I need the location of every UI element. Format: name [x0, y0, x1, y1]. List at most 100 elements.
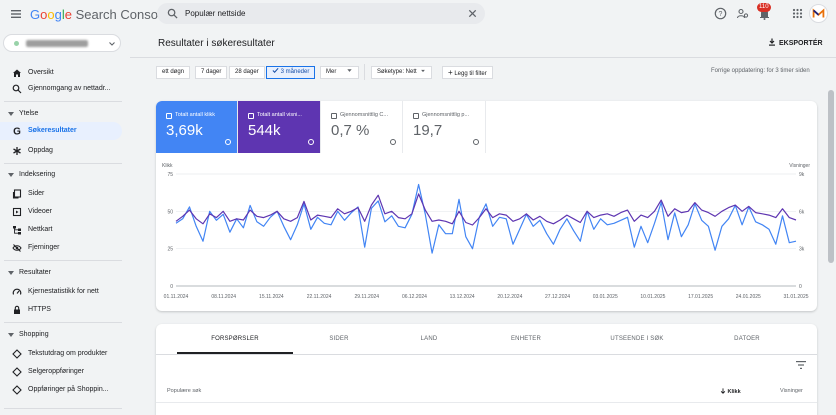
y-right-tick-label: 6k: [799, 209, 805, 215]
results-table-card: FORSPØRSLER SIDER LAND ENHETER UTSEENDE …: [156, 324, 817, 415]
x-tick-label: 24.01.2025: [736, 294, 761, 300]
property-favicon: [14, 41, 19, 46]
diamond-icon: [12, 349, 22, 359]
chip-separator: [364, 64, 365, 80]
column-header-clicks[interactable]: Klikk: [720, 388, 741, 395]
tab-devices[interactable]: ENHETER: [510, 336, 542, 342]
search-console-logo[interactable]: Google Search Console: [30, 7, 169, 22]
download-icon: [769, 38, 775, 46]
x-tick-label: 13.12.2024: [450, 294, 475, 300]
tab-countries[interactable]: LAND: [420, 336, 438, 342]
sidebar-item-product-snippets[interactable]: Tekstutdrag om produkter: [0, 345, 122, 363]
header-divider: [130, 57, 836, 58]
sidebar-section-shopping[interactable]: Shopping: [0, 328, 122, 342]
date-chip-more[interactable]: Mer: [320, 66, 360, 79]
date-chip-7d[interactable]: 7 dager: [195, 66, 228, 79]
sidebar-divider: [4, 163, 122, 164]
performance-card: Totalt antall klikk 3,69k Totalt antall …: [156, 101, 817, 311]
column-header-top-queries: Populære søk: [167, 388, 202, 394]
sidebar-item-videoer[interactable]: Videoer: [0, 203, 122, 221]
x-tick-label: 10.01.2025: [640, 294, 665, 300]
sidebar-item-nettkart[interactable]: Nettkart: [0, 221, 122, 239]
x-tick-label: 01.11.2024: [164, 294, 189, 300]
date-chip-28d[interactable]: 28 dager: [229, 66, 265, 79]
metric-card-impressions[interactable]: Totalt antall visni... 544k: [238, 101, 321, 153]
x-tick-label: 20.12.2024: [497, 294, 522, 300]
x-tick-label: 31.01.2025: [783, 294, 808, 300]
sidebar-item-shopping-listings[interactable]: Oppføringer på Shoppin...: [0, 381, 122, 399]
date-chip-3m[interactable]: 3 måneder: [266, 66, 316, 79]
asterisk-icon: [13, 147, 21, 155]
help-icon[interactable]: ?: [714, 7, 727, 20]
hamburger-menu-icon[interactable]: [10, 8, 22, 20]
pages-icon: [12, 189, 22, 199]
date-chip-24h[interactable]: ett døgn: [156, 66, 191, 79]
column-header-impressions[interactable]: Visninger: [780, 388, 803, 394]
checkbox-unchecked-icon: [331, 113, 337, 119]
sidebar-item-oversikt[interactable]: Oversikt: [0, 64, 122, 82]
notification-count-badge: 110: [757, 3, 771, 12]
search-type-chip[interactable]: Søketype: Nett: [371, 66, 433, 79]
help-icon[interactable]: [225, 139, 231, 145]
add-filter-chip[interactable]: + Legg til filter: [442, 66, 493, 79]
y-right-tick-label: 3k: [799, 247, 805, 253]
top-bar: Google Search Console ? 110: [0, 0, 836, 30]
search-icon: [167, 8, 178, 19]
tabs-divider: [156, 354, 817, 355]
sidebar-section-resultater[interactable]: Resultater: [0, 266, 122, 280]
collapse-triangle-icon: [8, 271, 14, 275]
sidebar-section-indeksering[interactable]: Indeksering: [0, 168, 122, 182]
x-tick-label: 27.12.2024: [545, 294, 570, 300]
svg-text:?: ?: [719, 11, 723, 18]
help-icon[interactable]: [308, 139, 314, 145]
sidebar: Oversikt Gjennomgang av nettadr... Ytels…: [0, 30, 130, 415]
search-icon: [12, 84, 22, 94]
search-bar[interactable]: [157, 3, 485, 24]
sidebar-item-oppdag[interactable]: Oppdag: [0, 142, 122, 160]
active-tab-indicator: [177, 352, 293, 354]
page-title: Resultater i søkeresultater: [158, 38, 275, 49]
x-tick-label: 29.11.2024: [354, 294, 379, 300]
filter-rows-icon[interactable]: [796, 361, 806, 369]
last-updated-text: Forrige oppdatering: for 3 timer siden: [711, 68, 810, 74]
y-left-tick-label: 50: [167, 209, 173, 215]
help-icon[interactable]: [473, 139, 479, 145]
sidebar-item-fjerninger[interactable]: Fjerninger: [0, 239, 122, 257]
tab-queries[interactable]: FORSPØRSLER: [211, 336, 259, 342]
sidebar-item-sider[interactable]: Sider: [0, 185, 122, 203]
tab-dates[interactable]: DATOER: [734, 336, 760, 342]
page-scrollbar[interactable]: [828, 90, 834, 263]
search-input[interactable]: [185, 7, 455, 20]
metric-card-ctr[interactable]: Gjennomsnittlig C... 0,7 %: [321, 101, 403, 153]
export-button[interactable]: EKSPORTÉR: [768, 38, 823, 47]
tab-pages[interactable]: SIDER: [329, 336, 349, 342]
account-avatar[interactable]: [809, 4, 828, 23]
sidebar-divider: [4, 322, 122, 323]
sidebar-section-ytelse[interactable]: Ytelse: [0, 107, 122, 121]
sidebar-item-url-inspection[interactable]: Gjennomgang av nettadr...: [0, 80, 122, 98]
y-right-tick-label: 9k: [799, 172, 805, 178]
speed-gauge-icon: [12, 288, 22, 295]
sidebar-item-core-web-vitals[interactable]: Kjernestatistikk for nett: [0, 283, 122, 301]
apps-grid-icon[interactable]: [791, 7, 804, 20]
checkbox-checked-icon: [248, 113, 254, 119]
diamond-icon: [12, 367, 22, 377]
sidebar-item-merchant-listings[interactable]: Selgeroppføringer: [0, 363, 122, 381]
lock-icon: [14, 305, 20, 314]
metric-card-clicks[interactable]: Totalt antall klikk 3,69k: [156, 101, 238, 153]
sidebar-item-https[interactable]: HTTPS: [0, 301, 122, 319]
checkbox-unchecked-icon: [413, 113, 419, 119]
checkbox-checked-icon: [166, 113, 172, 119]
metric-card-position[interactable]: Gjennomsnittlig p... 19,7: [403, 101, 486, 153]
help-icon[interactable]: [390, 139, 396, 145]
property-name-redacted: [26, 40, 88, 47]
sidebar-item-sokeresultater[interactable]: G Søkeresultater: [0, 122, 122, 140]
manage-users-icon[interactable]: [736, 7, 749, 20]
property-selector[interactable]: [3, 34, 121, 52]
y-left-axis-title: Klikk: [162, 163, 173, 169]
diamond-icon: [12, 385, 22, 395]
sidebar-divider: [4, 408, 122, 409]
sitemap-icon: [13, 226, 21, 235]
clear-search-icon[interactable]: [467, 8, 478, 19]
tab-search-appearance[interactable]: UTSEENDE I SØK: [610, 336, 664, 342]
